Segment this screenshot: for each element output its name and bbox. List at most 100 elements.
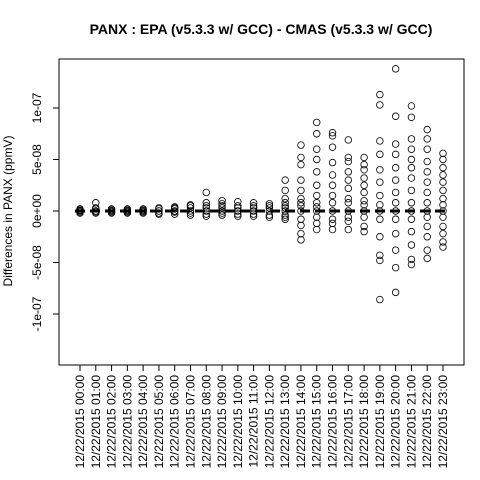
data-point [391,65,400,73]
data-point [391,188,400,197]
data-point [328,181,337,189]
y-axis-label: Differences in PANX (ppmV) [1,136,15,287]
x-tick-label: 12/22/2015 11:00 [247,375,261,468]
data-point [328,129,337,137]
data-point [423,188,431,197]
data-point [344,217,353,225]
data-point [297,194,305,203]
data-point [297,221,305,230]
data-point [313,118,321,127]
data-point [407,102,416,110]
x-tick-label: 12/22/2015 05:00 [152,375,166,469]
data-point [297,153,305,162]
data-point [344,176,353,184]
data-point [423,207,431,215]
data-point [297,215,305,223]
data-point [376,191,384,200]
data-point [265,211,274,219]
data-point [407,207,416,215]
data-point [281,199,289,207]
data-point [391,215,400,223]
data-point [423,222,431,231]
data-point [202,212,210,220]
data-point [186,209,195,217]
data-point [281,194,289,203]
x-tick-label: 12/22/2015 07:00 [183,375,197,469]
data-point [297,186,305,195]
data-point [249,212,258,220]
data-point [360,160,368,169]
data-point [297,236,305,244]
data-point [281,213,289,221]
data-point [360,222,368,231]
data-point [281,186,289,195]
data-point [376,166,384,174]
data-point [391,140,400,148]
data-point [202,202,210,210]
y-axis: -1e-07 -5e-08 0e+00 5e-08 1e-07 [30,92,60,331]
data-point [376,295,384,304]
data-point [202,207,210,215]
data-point [202,204,210,212]
y-tick-label: -1e-07 [30,296,44,331]
data-point [328,171,337,179]
data-point [297,199,305,207]
data-point [155,204,163,212]
data-point [313,181,321,189]
data-point [297,160,305,169]
data-point [313,191,321,200]
data-point [391,229,400,238]
data-point [439,213,447,221]
data-point [391,164,400,172]
data-point [360,213,368,221]
data-point [234,202,242,210]
data-point [328,143,337,151]
data-point [407,145,416,153]
data-point [170,204,179,212]
data-point [407,174,416,182]
data-point [360,181,368,189]
data-point [376,215,384,223]
data-point [423,254,431,263]
data-point [423,135,431,143]
data-point [313,213,321,221]
data-point [249,207,258,215]
data-point [439,207,447,215]
data-point [391,263,400,272]
data-point [423,145,431,153]
data-point [107,209,116,217]
data-point [234,210,242,218]
data-point [407,155,416,164]
data-point [186,201,195,209]
data-point [439,164,447,172]
data-point [423,246,431,254]
data-point [328,215,337,223]
data-point [139,209,147,217]
data-point [360,227,368,236]
x-tick-label: 12/22/2015 14:00 [294,375,308,469]
data-point [376,207,384,215]
data-point [281,204,289,212]
data-point [186,207,195,215]
data-point [423,157,431,166]
data-point [249,204,258,212]
data-point [218,202,226,210]
data-point [218,204,226,212]
data-point [439,229,447,238]
data-point [407,255,416,264]
data-point [202,188,210,197]
data-point [313,219,321,228]
data-point [218,209,226,217]
data-point [391,199,400,207]
data-point [391,246,400,254]
data-point [376,150,384,159]
data-point [344,199,353,207]
data-point [439,243,447,251]
data-point [344,136,353,144]
data-point [186,204,195,212]
x-tick-label: 12/22/2015 21:00 [404,375,418,469]
data-point [313,155,321,164]
data-point [344,184,353,193]
data-point [313,207,321,215]
data-point [107,205,116,213]
